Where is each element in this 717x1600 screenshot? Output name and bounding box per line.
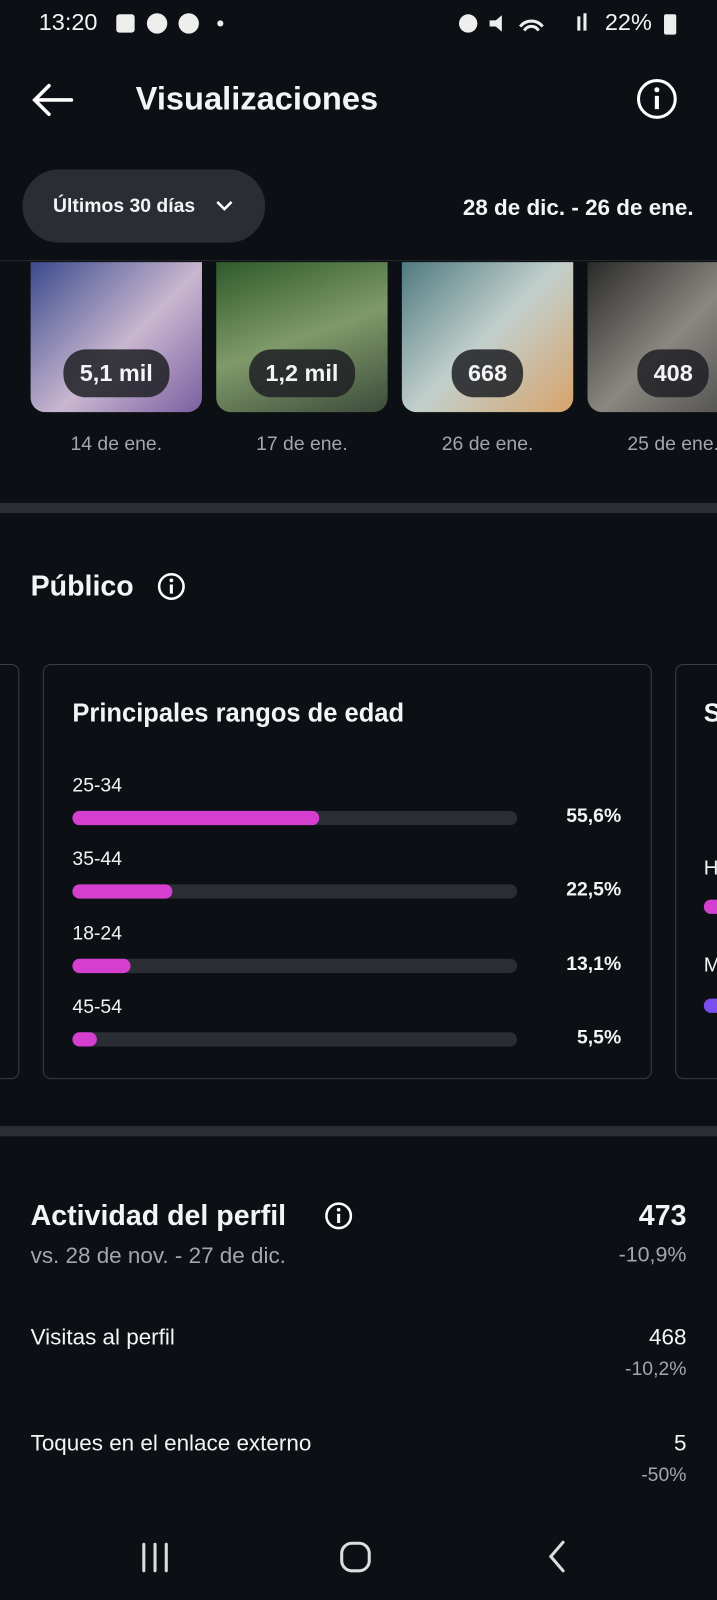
post-date: 17 de ene.: [256, 433, 348, 455]
age-label: 18-24: [72, 922, 123, 945]
age-label: 35-44: [72, 848, 123, 871]
info-button[interactable]: [635, 78, 678, 121]
metric-value: 5: [673, 1430, 687, 1456]
percent-label: 22,5%: [566, 879, 622, 901]
dropdown-chevron: [216, 201, 233, 211]
section-separator: [0, 1126, 717, 1137]
bar-track: [72, 958, 518, 973]
home-button[interactable]: [340, 1541, 371, 1573]
section-title: Público: [30, 570, 134, 602]
status-icons-right: [459, 13, 587, 33]
recent-apps-button[interactable]: [142, 1542, 168, 1573]
age-label: 25-34: [72, 775, 123, 797]
battery-level: 22%: [604, 8, 652, 36]
activity-total: 473: [638, 1199, 687, 1232]
percent-label: 55,6%: [566, 805, 622, 828]
prev-card: [0, 664, 20, 1080]
metric-change: -10,2%: [625, 1358, 687, 1381]
age-card: [42, 664, 652, 1080]
next-card-bar: [703, 899, 717, 914]
next-card-bar: [703, 998, 717, 1013]
status-time: 13:20: [38, 8, 98, 36]
bar: [72, 958, 131, 973]
back-button[interactable]: [31, 83, 76, 117]
activity-change: -10,9%: [618, 1243, 687, 1267]
age-label: 45-54: [72, 996, 123, 1018]
post-date: 14 de ene.: [70, 433, 163, 455]
bar: [72, 810, 320, 826]
next-card-row: H: [704, 857, 717, 880]
divider: [0, 260, 717, 262]
next-card-title: S: [704, 699, 717, 729]
period-dropdown[interactable]: [22, 169, 266, 243]
date-range: 28 de dic. - 26 de ene.: [462, 194, 694, 221]
next-card-row: M: [704, 954, 717, 977]
activity-title: Actividad del perfil: [30, 1199, 287, 1232]
metric-change: -50%: [641, 1464, 687, 1487]
period-label: Últimos 30 días: [53, 195, 196, 218]
metric-label: Visitas al perfil: [30, 1323, 175, 1350]
battery-icon: [664, 14, 677, 35]
bar-track: [72, 1032, 518, 1047]
metric-value: 468: [649, 1323, 687, 1350]
bar: [72, 884, 173, 899]
page-title: Visualizaciones: [135, 80, 379, 117]
view-count: 408: [637, 349, 710, 398]
view-count: 5,1 mil: [63, 349, 170, 398]
view-count: 1,2 mil: [249, 349, 355, 398]
metric-label: Toques en el enlace externo: [30, 1430, 312, 1456]
activity-comparison: vs. 28 de nov. - 27 de dic.: [30, 1242, 286, 1268]
nav-bar: [142, 1540, 565, 1573]
bar-track: [72, 884, 518, 899]
view-count: 668: [451, 349, 524, 398]
info-icon[interactable]: [157, 572, 186, 601]
percent-label: 5,5%: [577, 1027, 622, 1049]
status-icons-left: [116, 13, 224, 34]
post-date: 25 de ene.: [627, 433, 717, 455]
section-separator: [0, 502, 717, 514]
percent-label: 13,1%: [566, 953, 622, 975]
bar: [72, 1032, 97, 1047]
nav-back-button[interactable]: [548, 1540, 565, 1573]
next-card: [675, 664, 717, 1080]
card-title: Principales rangos de edad: [72, 699, 405, 728]
info-icon[interactable]: [324, 1202, 353, 1231]
post-date: 26 de ene.: [441, 433, 534, 455]
